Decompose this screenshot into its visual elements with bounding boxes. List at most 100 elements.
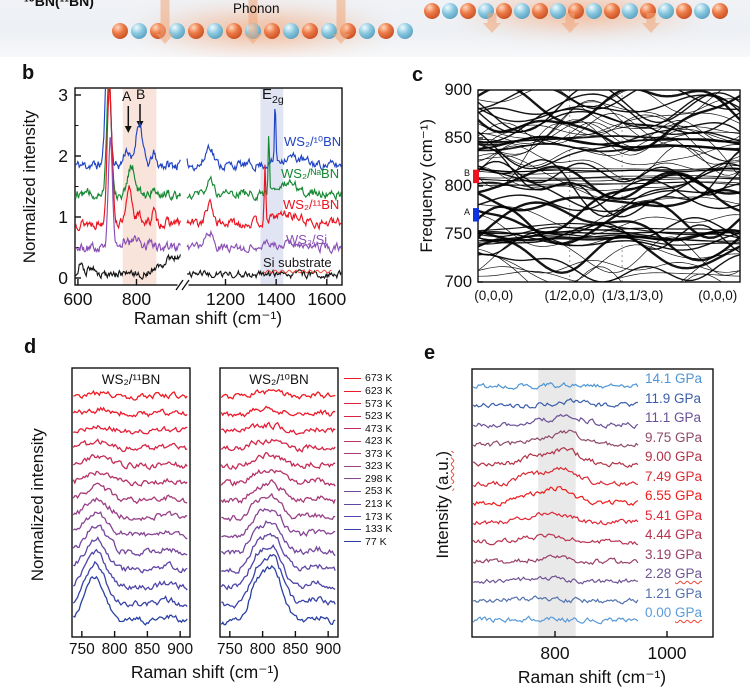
x-tick-label-d: 800 [249, 641, 276, 658]
nitrogen-atom [131, 23, 147, 39]
e2g-annotation: E2g [262, 86, 284, 106]
phonon-arrow-icon [483, 13, 501, 33]
au-units-text: (a.u.) [433, 450, 453, 491]
spectrum-curve [186, 229, 342, 255]
boron-atom [532, 3, 548, 19]
temperature-curve [72, 496, 188, 522]
phonon-band-line [478, 196, 740, 229]
panel-e-x-axis-title: Raman shift (cm⁻¹) [517, 667, 667, 687]
nitrogen-atom [514, 3, 530, 19]
spectrum-curve [187, 268, 342, 281]
pressure-curve [472, 381, 639, 390]
panel-d-subplot [219, 367, 339, 638]
pressure-value: 2.28 [645, 566, 676, 581]
peak-a-annotation: A [122, 88, 132, 104]
pressure-curve [472, 466, 639, 488]
phonon-band-line [478, 229, 740, 242]
panel-a-isotope-label: ¹⁰BN(¹¹BN) [24, 0, 94, 9]
phonon-band-line [575, 266, 723, 282]
marker-a-letter: A [464, 207, 471, 217]
legend-line-swatch [344, 390, 361, 392]
legend-item: 523 K [344, 410, 392, 422]
x-tick-label-b: 1600 [307, 289, 347, 309]
y-tick-label-c: 850 [444, 129, 472, 147]
legend-line-swatch [344, 503, 361, 505]
pressure-unit: GPa [675, 585, 703, 601]
pressure-curve [472, 429, 639, 448]
boron-atom [676, 3, 692, 19]
boron-atom [378, 23, 394, 39]
e2g-sub: 2g [272, 94, 284, 106]
legend-temperature-label: 253 K [365, 485, 393, 498]
phonon-band-line [478, 226, 740, 238]
phonon-band-line [478, 170, 740, 175]
legend-temperature-label: 473 K [365, 422, 393, 435]
phonon-band-line [478, 131, 740, 165]
pressure-value: 11.9 [645, 390, 675, 406]
phonon-arrow-icon [332, 0, 350, 44]
legend-line-swatch [344, 403, 361, 405]
panel-b-y-axis-title: Normalized intensity [20, 110, 40, 264]
temperature-curve [220, 519, 336, 557]
legend-item: 173 K [344, 511, 392, 523]
pressure-unit: GPa [674, 410, 702, 425]
legend-temperature-label: 673 K [365, 372, 393, 385]
series-label-b: WS₂/¹¹BN [283, 197, 340, 212]
subpanel-title: WS₂/¹⁰BN [249, 372, 309, 387]
x-tick-label-d: 800 [101, 641, 128, 658]
panel-b-x-axis-title: Raman shift (cm⁻¹) [133, 308, 283, 328]
temperature-curve [221, 508, 336, 539]
temperature-curve [73, 424, 188, 435]
phonon-arrow-icon [561, 13, 579, 33]
temperature-curve [220, 478, 336, 505]
pressure-label: 4.44 GPa [645, 527, 702, 543]
pressure-label: 0.00 GPa [645, 605, 702, 621]
pressure-curve [472, 533, 639, 546]
pressure-unit: GPa [675, 371, 703, 386]
temperature-curve [73, 389, 188, 401]
pressure-curve [472, 554, 639, 566]
phonon-band-line [478, 142, 740, 153]
pressure-curve [472, 511, 639, 526]
phonon-band-line [478, 235, 740, 275]
temperature-curve [220, 405, 336, 418]
y-tick-label-c: 700 [444, 273, 472, 291]
temperature-curve [72, 454, 188, 471]
e2g-main: E [262, 86, 273, 103]
spectrum-curve [75, 88, 181, 202]
pressure-label: 11.1 GPa [645, 410, 701, 426]
highlight-band [260, 88, 284, 285]
phonon-band-line [478, 172, 740, 234]
pressure-curve [472, 397, 638, 409]
pressure-value: 11.1 [645, 410, 675, 425]
temperature-curve [221, 492, 336, 522]
legend-item: 373 K [344, 448, 392, 460]
phonon-band-line [478, 244, 740, 282]
x-tick-label-d: 850 [134, 641, 161, 658]
nitrogen-atom [658, 3, 674, 19]
temperature-curve [220, 543, 336, 591]
phonon-arrow-icon [156, 0, 174, 44]
y-tick-label-c: 900 [444, 81, 472, 99]
temperature-curve [221, 421, 336, 436]
pressure-label: 14.1 GPa [645, 371, 702, 387]
temperature-curve [221, 553, 336, 609]
y-tick-label-b: 2 [58, 146, 68, 166]
legend-item: 133 K [344, 523, 392, 535]
series-label-b: WS₂/Si [286, 232, 328, 247]
boron-atom [712, 3, 728, 19]
phonon-band-line [478, 179, 740, 212]
temperature-curve [221, 532, 336, 574]
legend-item: 673 K [344, 372, 393, 385]
legend-temperature-label: 623 K [365, 385, 393, 398]
legend-line-swatch [344, 541, 361, 543]
x-tick-label-b: 1400 [256, 289, 296, 309]
x-tick-label-e: 1000 [647, 643, 687, 663]
phonon-band-line [478, 90, 740, 133]
boron-atom [496, 3, 512, 19]
axis-break [177, 281, 189, 290]
k-path-label: (1/3,1/3,0) [601, 288, 664, 303]
mode-marker [473, 169, 479, 184]
spectrum-curve [186, 108, 342, 174]
boron-atom [604, 3, 620, 19]
